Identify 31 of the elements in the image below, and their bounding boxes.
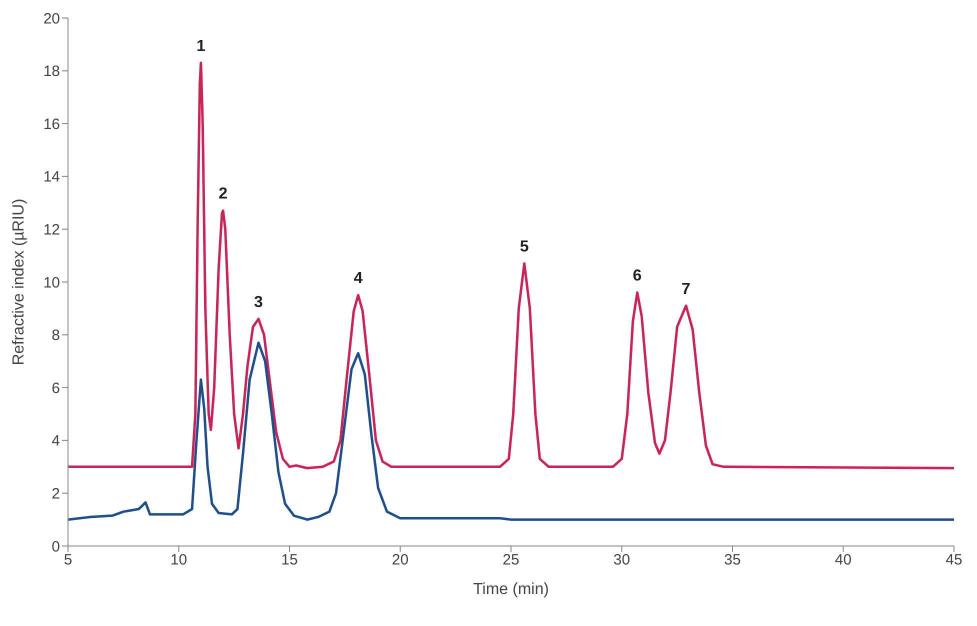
x-tick-label: 40 <box>834 552 852 569</box>
y-tick-label: 18 <box>43 63 60 80</box>
y-tick-label: 10 <box>43 274 60 292</box>
annotation: 1 <box>196 38 206 55</box>
y-tick-label: 0 <box>52 538 60 556</box>
annotation: 3 <box>254 294 264 311</box>
x-tick-label: 25 <box>502 552 520 569</box>
x-tick-label: 35 <box>724 552 741 569</box>
annotation: 5 <box>520 238 529 256</box>
x-tick-label: 5 <box>64 552 72 569</box>
y-tick-label: 14 <box>43 168 60 186</box>
x-tick-label: 45 <box>946 552 962 569</box>
annotation: 6 <box>632 268 642 285</box>
x-tick-label: 30 <box>613 552 630 569</box>
annotation: 2 <box>218 186 228 203</box>
x-tick-label: 10 <box>170 552 188 569</box>
y-tick-label: 6 <box>52 380 60 397</box>
y-axis-title: Refractive index (µRIU) <box>10 198 28 366</box>
y-tick-label: 12 <box>43 222 60 239</box>
x-axis-title: Time (min) <box>473 581 549 598</box>
line-series <box>68 341 954 521</box>
y-tick-label: 20 <box>43 10 60 28</box>
y-tick-label: 8 <box>52 327 60 344</box>
x-tick-label: 20 <box>392 552 409 569</box>
x-tick-label: 15 <box>281 552 298 569</box>
line-series <box>68 62 954 470</box>
annotation: 4 <box>354 270 363 288</box>
y-tick-label: 16 <box>43 116 60 133</box>
y-tick-label: 2 <box>52 486 60 503</box>
annotation: 7 <box>682 280 691 298</box>
y-tick-label: 4 <box>52 432 60 450</box>
